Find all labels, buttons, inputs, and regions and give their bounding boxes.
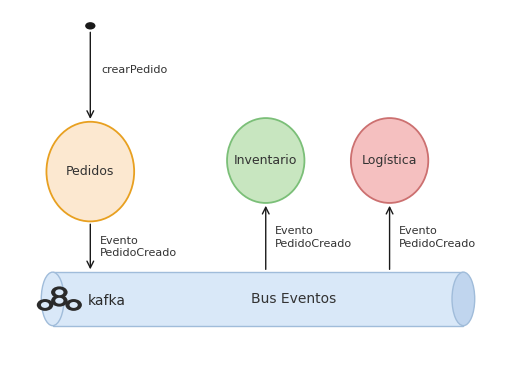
Ellipse shape bbox=[41, 272, 64, 325]
Ellipse shape bbox=[227, 118, 304, 203]
Circle shape bbox=[51, 286, 68, 298]
Circle shape bbox=[51, 295, 68, 307]
Text: Logística: Logística bbox=[362, 154, 417, 167]
Text: kafka: kafka bbox=[88, 294, 126, 308]
Circle shape bbox=[55, 289, 63, 295]
Circle shape bbox=[37, 299, 53, 311]
Text: Evento
PedidoCreado: Evento PedidoCreado bbox=[100, 235, 176, 258]
Circle shape bbox=[55, 298, 63, 304]
Ellipse shape bbox=[452, 272, 475, 325]
Text: Evento
PedidoCreado: Evento PedidoCreado bbox=[275, 226, 352, 249]
Circle shape bbox=[41, 302, 49, 308]
Text: Bus Eventos: Bus Eventos bbox=[251, 292, 337, 306]
Circle shape bbox=[66, 299, 82, 311]
Circle shape bbox=[85, 22, 95, 30]
FancyBboxPatch shape bbox=[53, 272, 463, 325]
Ellipse shape bbox=[46, 122, 134, 221]
Text: crearPedido: crearPedido bbox=[102, 65, 168, 75]
Circle shape bbox=[70, 302, 78, 308]
Text: Inventario: Inventario bbox=[234, 154, 297, 167]
Ellipse shape bbox=[351, 118, 428, 203]
Text: Evento
PedidoCreado: Evento PedidoCreado bbox=[399, 226, 476, 249]
Text: Pedidos: Pedidos bbox=[66, 165, 115, 178]
